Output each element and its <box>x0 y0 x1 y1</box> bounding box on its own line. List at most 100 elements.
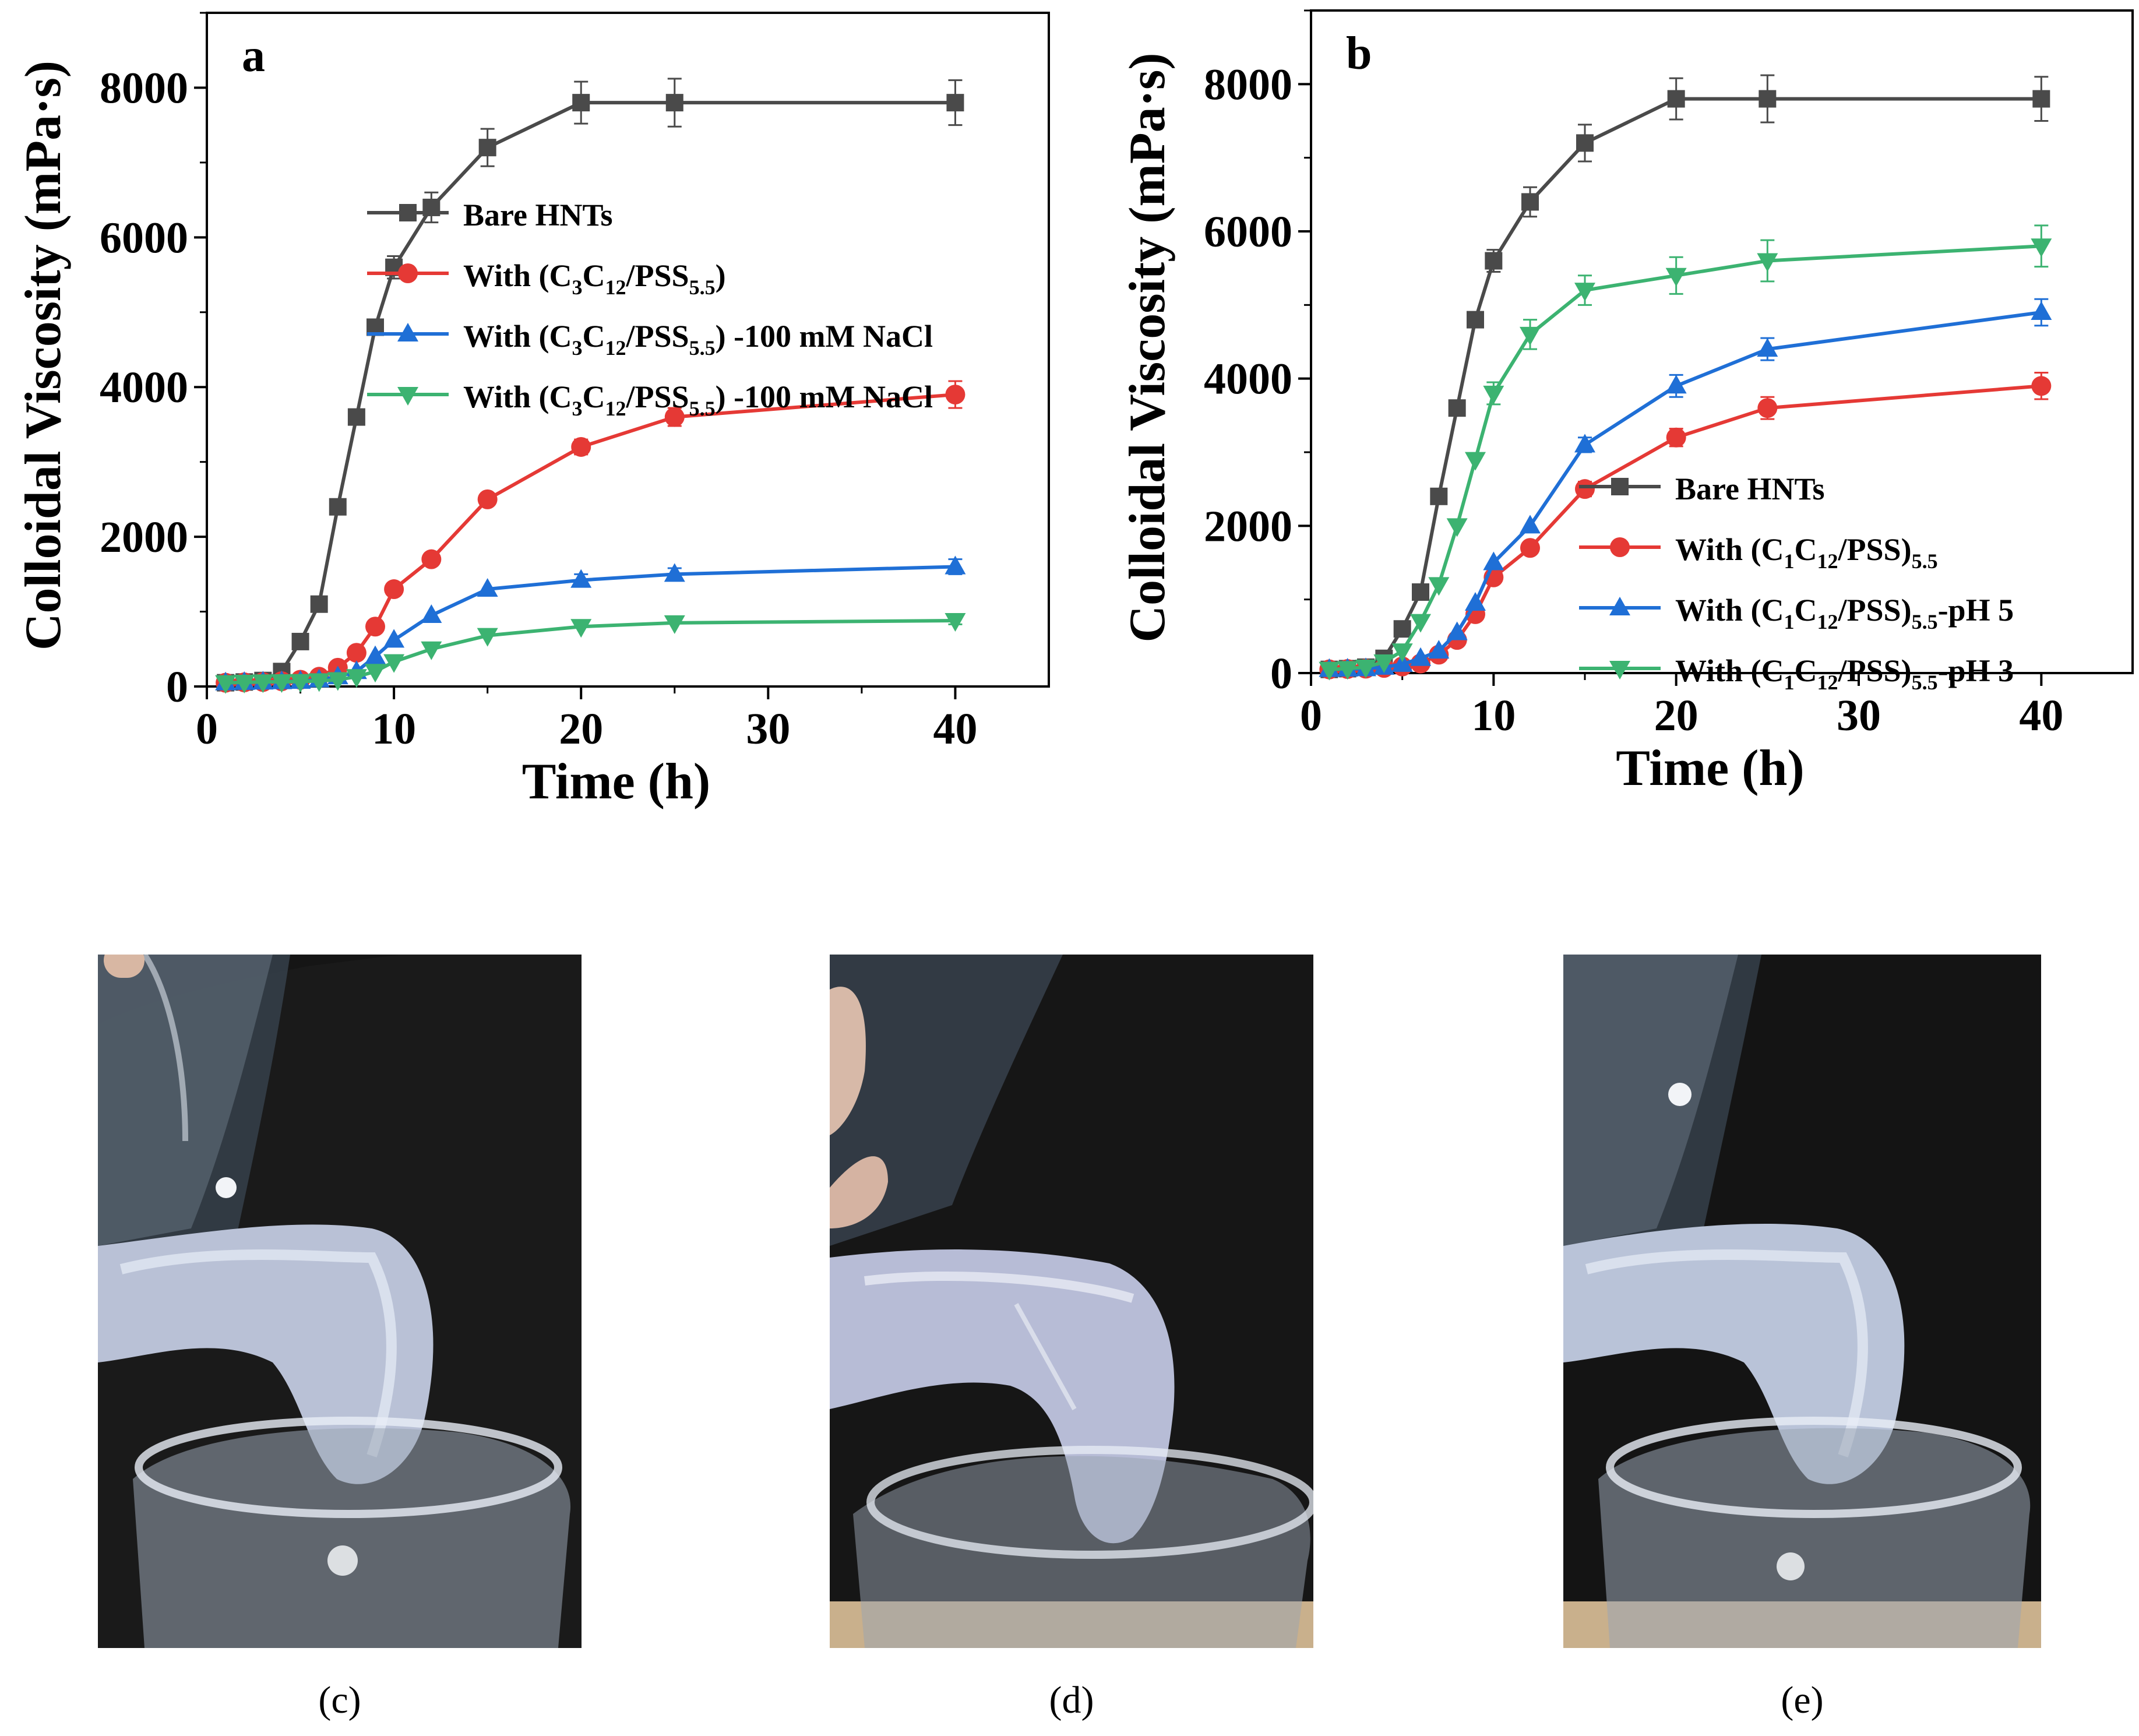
y-tick-label: 2000 <box>100 513 188 562</box>
data-point <box>1520 538 1540 558</box>
x-tick-label: 40 <box>2019 691 2063 740</box>
legend-marker <box>1610 537 1630 557</box>
data-point <box>1576 134 1594 152</box>
data-point <box>570 569 592 588</box>
data-point <box>1428 577 1450 596</box>
panel-label: b <box>1346 28 1372 79</box>
x-tick-label: 0 <box>196 705 218 753</box>
data-point <box>1485 252 1503 270</box>
series-4 <box>1319 224 2052 681</box>
data-point <box>329 498 347 516</box>
data-point <box>2032 90 2050 108</box>
y-axis-title: Colloidal Viscosity (mPa·s) <box>15 61 72 650</box>
data-point <box>365 645 386 664</box>
data-point <box>421 641 442 660</box>
chart-panel-b: 0 10 20 30 40 0 2000 4000 6000 8000 Time (h) Colloi… <box>1119 9 2134 797</box>
series-3 <box>1319 298 2052 677</box>
data-point <box>664 615 685 634</box>
series-2 <box>1319 372 2052 679</box>
data-point <box>1757 253 1778 272</box>
data-point <box>1391 653 1413 672</box>
data-point <box>421 604 442 623</box>
caption-c: (c) <box>318 1679 361 1721</box>
data-point <box>290 674 311 693</box>
data-point <box>945 555 966 575</box>
x-tick-label: 40 <box>933 705 977 753</box>
data-point <box>1410 647 1431 666</box>
legend-marker <box>397 387 418 406</box>
data-point <box>664 563 685 582</box>
legend-marker <box>1611 478 1629 495</box>
data-point <box>1521 193 1539 211</box>
data-point <box>384 579 404 600</box>
legend-marker <box>397 323 418 341</box>
data-point <box>1446 518 1468 537</box>
data-point <box>1757 398 1778 418</box>
legend-label: With (C1C12/PSS)5.5-pH 5 <box>1675 593 2014 633</box>
legend-label: With (C3C12/PSS5.5) -100 mM NaCl <box>463 379 933 420</box>
y-tick-label: 8000 <box>100 64 188 112</box>
legend-label: With (C3C12/PSS5.5) <box>463 258 726 299</box>
x-tick-label: 30 <box>746 705 790 753</box>
data-point <box>1665 267 1687 287</box>
data-point <box>310 595 328 613</box>
legend-label: With (C3C12/PSS5.5) -100 mM NaCl <box>463 319 933 360</box>
photo-d-image <box>830 955 1313 1648</box>
x-axis-title: Time (h) <box>1616 740 1804 797</box>
data-point <box>664 407 685 427</box>
plot-frame <box>206 12 1050 688</box>
data-point <box>2031 238 2052 258</box>
y-tick-label: 6000 <box>100 213 188 262</box>
x-tick-label: 10 <box>1471 691 1516 740</box>
data-point <box>1337 661 1358 680</box>
data-point <box>383 629 405 648</box>
data-point <box>945 612 966 632</box>
series-2 <box>216 380 965 693</box>
data-point <box>1430 487 1448 505</box>
series-4 <box>215 612 966 694</box>
data-point <box>1465 452 1486 471</box>
data-point <box>2031 376 2052 396</box>
data-point <box>1428 640 1450 659</box>
data-point <box>271 674 293 693</box>
photo-d <box>830 955 1313 1648</box>
panel-label: a <box>242 30 265 82</box>
data-point <box>571 436 591 457</box>
legend-label: With (C1C12/PSS)5.5-pH 3 <box>1675 653 2014 694</box>
data-point <box>234 674 255 693</box>
data-point <box>1448 399 1466 417</box>
y-axis-title: Colloidal Viscosity (mPa·s) <box>1119 53 1176 643</box>
data-point <box>570 619 592 638</box>
legend-label: With (C1C12/PSS)5.5 <box>1675 532 1938 573</box>
data-point <box>346 669 367 688</box>
data-point <box>1412 583 1429 601</box>
data-point <box>1574 434 1595 453</box>
data-point <box>1410 614 1431 633</box>
legend-marker <box>399 204 417 221</box>
data-point <box>477 628 498 647</box>
legend: Bare HNTs With (C1C12/PSS)5.5 With (C1C12/… <box>1579 471 2014 694</box>
legend: Bare HNTs With (C3C12/PSS5.5) With (C3C12/… <box>367 198 933 420</box>
y-tick-label: 2000 <box>1204 502 1292 551</box>
data-point <box>477 489 498 509</box>
photo-e <box>1563 955 2041 1648</box>
legend-marker <box>1609 661 1630 679</box>
data-point <box>1759 90 1777 108</box>
caption-d: (d) <box>1049 1679 1094 1721</box>
y-tick-label: 4000 <box>100 363 188 412</box>
data-point <box>1520 326 1541 346</box>
data-point <box>478 139 496 157</box>
chart-panel-a: 0 10 20 30 40 0 2000 4000 6000 8000 Time (h) Colloi… <box>15 12 1050 810</box>
x-tick-label: 10 <box>372 705 416 753</box>
series-1 <box>1320 74 2050 678</box>
data-point <box>1467 311 1484 329</box>
y-tick-label: 8000 <box>1204 60 1292 109</box>
photo-c-image <box>98 955 582 1648</box>
data-point <box>308 673 330 692</box>
data-point <box>1483 385 1504 404</box>
x-axis-title: Time (h) <box>522 753 710 810</box>
x-tick-label: 0 <box>1300 691 1322 740</box>
caption-e: (e) <box>1781 1679 1824 1721</box>
data-point <box>1667 90 1685 108</box>
